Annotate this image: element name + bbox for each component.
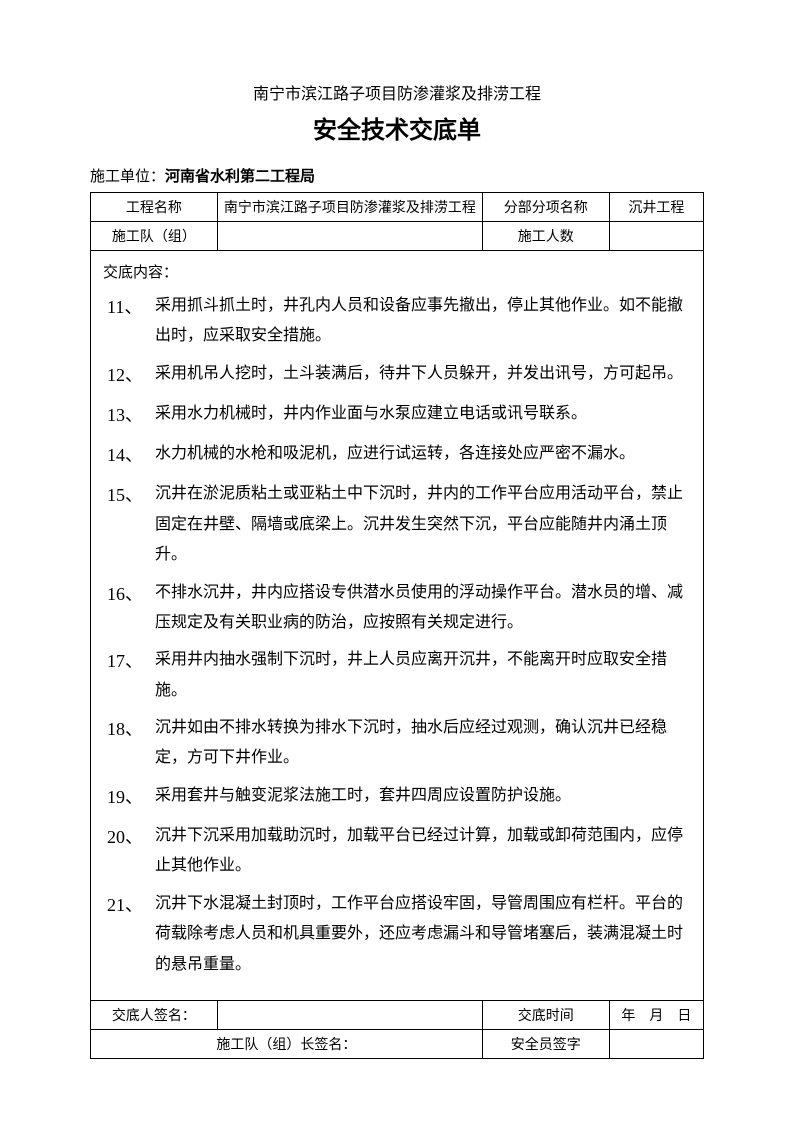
header2-c1: 施工队（组） [91, 222, 218, 251]
main-table: 工程名称 南宁市滨江路子项目防渗灌浆及排涝工程 分部分项名称 沉井工程 施工队（… [90, 192, 704, 1059]
list-item: 12、采用机吊人挖时，土斗装满后，待井下人员躲开，并发出讯号，方可起吊。 [103, 358, 691, 392]
item-number: 16、 [103, 577, 155, 639]
item-text: 沉井下沉采用加载助沉时，加载平台已经过计算，加载或卸荷范围内，应停止其他作业。 [155, 820, 691, 882]
footer1-c3: 交底时间 [482, 1001, 609, 1030]
content-cell: 交底内容： 11、采用抓斗抓土时，井孔内人员和设备应事先撤出，停止其他作业。如不… [91, 251, 704, 1001]
header-row-1: 工程名称 南宁市滨江路子项目防渗灌浆及排涝工程 分部分项名称 沉井工程 [91, 193, 704, 222]
item-number: 19、 [103, 780, 155, 814]
list-item: 11、采用抓斗抓土时，井孔内人员和设备应事先撤出，停止其他作业。如不能撤出时，应… [103, 290, 691, 352]
footer1-c4: 年 月 日 [609, 1001, 703, 1030]
footer2-c1: 施工队（组）长签名： [91, 1030, 483, 1059]
item-text: 水力机械的水枪和吸泥机，应进行试运转，各连接处应严密不漏水。 [155, 438, 691, 472]
item-text: 沉井如由不排水转换为排水下沉时，抽水后应经过观测，确认沉井已经稳定，方可下井作业… [155, 712, 691, 774]
item-number: 20、 [103, 820, 155, 882]
footer2-c3: 安全员签字 [482, 1030, 609, 1059]
item-text: 沉井下水混凝土封顶时，工作平台应搭设牢固，导管周围应有栏杆。平台的荷载除考虑人员… [155, 888, 691, 980]
item-text: 采用套井与触变泥浆法施工时，套井四周应设置防护设施。 [155, 780, 691, 814]
item-number: 21、 [103, 888, 155, 980]
item-number: 17、 [103, 644, 155, 706]
item-number: 11、 [103, 290, 155, 352]
item-text: 不排水沉井，井内应搭设专供潜水员使用的浮动操作平台。潜水员的增、减压规定及有关职… [155, 577, 691, 639]
content-header: 交底内容： [103, 261, 691, 282]
item-text: 采用井内抽水强制下沉时，井上人员应离开沉井，不能离开时应取安全措施。 [155, 644, 691, 706]
items-container: 11、采用抓斗抓土时，井孔内人员和设备应事先撤出，停止其他作业。如不能撤出时，应… [103, 290, 691, 980]
header-c4: 沉井工程 [609, 193, 703, 222]
item-number: 13、 [103, 398, 155, 432]
header-row-2: 施工队（组） 施工人数 [91, 222, 704, 251]
content-row: 交底内容： 11、采用抓斗抓土时，井孔内人员和设备应事先撤出，停止其他作业。如不… [91, 251, 704, 1001]
unit-label: 施工单位： [90, 169, 165, 185]
list-item: 18、沉井如由不排水转换为排水下沉时，抽水后应经过观测，确认沉井已经稳定，方可下… [103, 712, 691, 774]
list-item: 20、沉井下沉采用加载助沉时，加载平台已经过计算，加载或卸荷范围内，应停止其他作… [103, 820, 691, 882]
item-number: 18、 [103, 712, 155, 774]
unit-name: 河南省水利第二工程局 [165, 169, 315, 185]
footer-row-1: 交底人签名： 交底时间 年 月 日 [91, 1001, 704, 1030]
footer1-c2 [217, 1001, 482, 1030]
item-text: 采用水力机械时，井内作业面与水泵应建立电话或讯号联系。 [155, 398, 691, 432]
item-text: 沉井在淤泥质粘土或亚粘土中下沉时，井内的工作平台应用活动平台，禁止固定在井壁、隔… [155, 478, 691, 570]
header-c1: 工程名称 [91, 193, 218, 222]
footer1-c1: 交底人签名： [91, 1001, 218, 1030]
unit-line: 施工单位：河南省水利第二工程局 [90, 165, 704, 186]
list-item: 14、水力机械的水枪和吸泥机，应进行试运转，各连接处应严密不漏水。 [103, 438, 691, 472]
footer2-c4 [609, 1030, 703, 1059]
item-number: 12、 [103, 358, 155, 392]
item-number: 14、 [103, 438, 155, 472]
list-item: 21、沉井下水混凝土封顶时，工作平台应搭设牢固，导管周围应有栏杆。平台的荷载除考… [103, 888, 691, 980]
subtitle: 南宁市滨江路子项目防渗灌浆及排涝工程 [90, 80, 704, 104]
header2-c2 [217, 222, 482, 251]
list-item: 17、采用井内抽水强制下沉时，井上人员应离开沉井，不能离开时应取安全措施。 [103, 644, 691, 706]
footer-row-2: 施工队（组）长签名： 安全员签字 [91, 1030, 704, 1059]
header-c2: 南宁市滨江路子项目防渗灌浆及排涝工程 [217, 193, 482, 222]
item-text: 采用机吊人挖时，土斗装满后，待井下人员躲开，并发出讯号，方可起吊。 [155, 358, 691, 392]
main-title: 安全技术交底单 [90, 110, 704, 145]
item-number: 15、 [103, 478, 155, 570]
list-item: 16、不排水沉井，井内应搭设专供潜水员使用的浮动操作平台。潜水员的增、减压规定及… [103, 577, 691, 639]
list-item: 19、采用套井与触变泥浆法施工时，套井四周应设置防护设施。 [103, 780, 691, 814]
item-text: 采用抓斗抓土时，井孔内人员和设备应事先撤出，停止其他作业。如不能撤出时，应采取安… [155, 290, 691, 352]
header2-c3: 施工人数 [482, 222, 609, 251]
list-item: 15、沉井在淤泥质粘土或亚粘土中下沉时，井内的工作平台应用活动平台，禁止固定在井… [103, 478, 691, 570]
list-item: 13、采用水力机械时，井内作业面与水泵应建立电话或讯号联系。 [103, 398, 691, 432]
header-c3: 分部分项名称 [482, 193, 609, 222]
header2-c4 [609, 222, 703, 251]
